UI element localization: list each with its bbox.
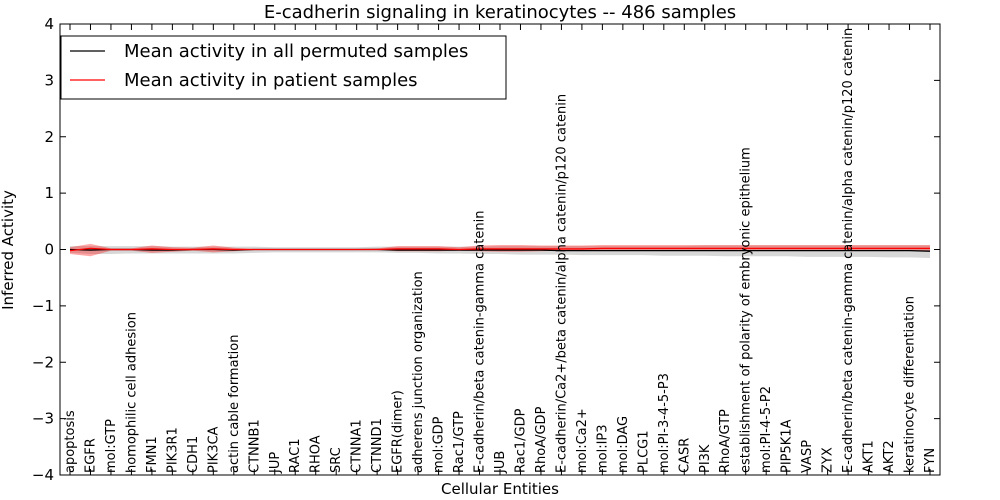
y-tick-label: −4 — [32, 466, 54, 484]
x-tick-label: mol:DAG — [616, 416, 631, 473]
x-tick-label: adherens junction organization — [411, 271, 426, 473]
x-tick-label: PLCG1 — [636, 430, 651, 473]
y-tick-label: 0 — [44, 241, 54, 259]
y-tick-label: −1 — [32, 297, 54, 315]
x-tick-label: FYN — [923, 448, 938, 473]
legend-label-patient: Mean activity in patient samples — [124, 70, 418, 91]
y-tick-label: 4 — [44, 15, 54, 33]
line-patient-mean — [69, 247, 930, 252]
x-tick-label: CTNNB1 — [247, 419, 262, 473]
legend-label-permuted: Mean activity in all permuted samples — [124, 41, 468, 62]
x-tick-label: Rac1/GDP — [513, 408, 528, 473]
legend-box — [60, 35, 507, 100]
x-tick-label: mol:Ca2+ — [575, 408, 590, 473]
y-tick-label: −2 — [32, 353, 54, 371]
legend: Mean activity in all permuted samples Me… — [60, 35, 507, 100]
x-tick-label: E-cadherin/beta catenin-gamma catenin/al… — [841, 28, 856, 473]
x-tick-label: SRC — [329, 447, 344, 473]
x-tick-label: CTNND1 — [370, 418, 385, 473]
x-tick-label: EGFR — [83, 438, 98, 473]
x-tick-label: keratinocyte differentiation — [903, 296, 918, 473]
y-tick-label: 2 — [44, 128, 54, 146]
series-lines — [69, 247, 931, 252]
x-tick-label: JUB — [493, 451, 508, 474]
x-tick-label: RhoA/GTP — [718, 409, 733, 473]
x-tick-label: VASP — [800, 440, 815, 473]
x-tick-label: RAC1 — [288, 438, 303, 473]
x-tick-label: PI3K — [698, 444, 713, 473]
x-tick-label: ZYX — [821, 447, 836, 473]
x-tick-label: homophilic cell adhesion — [124, 312, 139, 473]
x-tick-label: RhoA/GDP — [534, 406, 549, 473]
x-axis: apoptosis EGFR mol:GTP homophilic cell adhe… — [63, 24, 938, 475]
x-tick-label: Rac1/GTP — [452, 411, 467, 473]
chart-title: E-cadherin signaling in keratinocytes --… — [264, 2, 736, 23]
x-tick-label: PIK3CA — [206, 426, 221, 473]
x-tick-label: JUP — [268, 452, 283, 474]
x-tick-label: CASR — [677, 438, 692, 473]
y-axis: −4 −3 −2 −1 0 1 2 3 4 — [32, 15, 940, 484]
x-tick-label: CTNNA1 — [350, 419, 365, 473]
x-tick-label: EGFR(dimer) — [391, 390, 406, 473]
y-tick-label: 1 — [44, 184, 54, 202]
y-tick-label: 3 — [44, 71, 54, 89]
x-axis-label: Cellular Entities — [441, 480, 559, 498]
x-tick-label: PIP5K1A — [780, 419, 795, 473]
y-tick-label: −3 — [32, 410, 54, 428]
x-tick-label: E-cadherin/beta catenin-gamma catenin — [473, 211, 488, 473]
x-tick-label: RHOA — [309, 435, 324, 473]
x-tick-label: AKT2 — [882, 440, 897, 473]
x-tick-label: E-cadherin/Ca2+/beta catenin/alpha caten… — [554, 94, 569, 473]
x-tick-label: AKT1 — [862, 440, 877, 473]
y-axis-label: Inferred Activity — [0, 190, 17, 310]
x-tick-label: actin cable formation — [227, 335, 242, 473]
x-tick-label: FMN1 — [145, 436, 160, 473]
x-tick-label: mol:PI-3-4-5-P3 — [657, 373, 672, 473]
x-tick-label: apoptosis — [63, 410, 78, 473]
x-tick-label: mol:IP3 — [595, 424, 610, 473]
x-tick-label: establishment of polarity of embryonic e… — [739, 147, 754, 473]
x-tick-label: CDH1 — [186, 436, 201, 473]
x-tick-label: mol:GDP — [432, 416, 447, 473]
x-tick-label: mol:PI-4-5-P2 — [759, 386, 774, 473]
x-tick-label: PIK3R1 — [165, 427, 180, 473]
x-tick-label: mol:GTP — [104, 419, 119, 473]
